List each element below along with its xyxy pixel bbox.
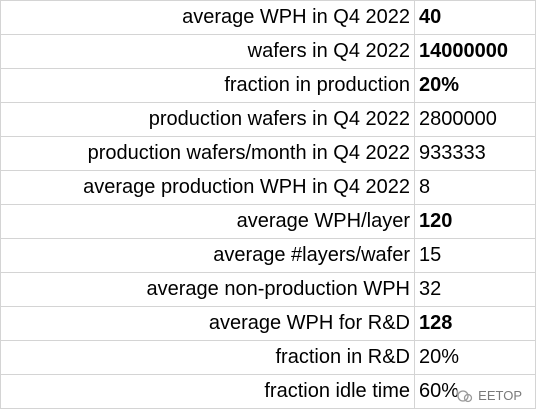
row-label: average #layers/wafer	[0, 238, 415, 273]
row-value: 15	[414, 238, 536, 273]
table-row: average WPH for R&D 128	[0, 306, 536, 341]
table-row: average #layers/wafer 15	[0, 238, 536, 273]
row-label: average WPH in Q4 2022	[0, 0, 415, 35]
row-value: 40	[414, 0, 536, 35]
table-row: wafers in Q4 2022 14000000	[0, 34, 536, 69]
table-row: fraction idle time 60%	[0, 374, 536, 409]
row-label: fraction in production	[0, 68, 415, 103]
row-value: 128	[414, 306, 536, 341]
row-value: 20%	[414, 340, 536, 375]
table-row: average WPH in Q4 2022 40	[0, 0, 536, 35]
row-label: production wafers in Q4 2022	[0, 102, 415, 137]
table-row: average production WPH in Q4 2022 8	[0, 170, 536, 205]
row-value: 20%	[414, 68, 536, 103]
table-row: fraction in production 20%	[0, 68, 536, 103]
row-label: production wafers/month in Q4 2022	[0, 136, 415, 171]
watermark-text: EETOP	[478, 388, 522, 403]
table-row: production wafers/month in Q4 2022 933333	[0, 136, 536, 171]
row-label: wafers in Q4 2022	[0, 34, 415, 69]
row-label: average WPH for R&D	[0, 306, 415, 341]
row-value: 8	[414, 170, 536, 205]
row-label: average WPH/layer	[0, 204, 415, 239]
row-value: 2800000	[414, 102, 536, 137]
table-row: average non-production WPH 32	[0, 272, 536, 307]
row-label: fraction in R&D	[0, 340, 415, 375]
row-value: 120	[414, 204, 536, 239]
table-row: average WPH/layer 120	[0, 204, 536, 239]
table-row: fraction in R&D 20%	[0, 340, 536, 375]
watermark-icon	[457, 389, 473, 402]
row-label: fraction idle time	[0, 374, 415, 409]
watermark: EETOP	[457, 388, 522, 403]
row-value: 933333	[414, 136, 536, 171]
row-value: 32	[414, 272, 536, 307]
row-label: average non-production WPH	[0, 272, 415, 307]
row-value: 14000000	[414, 34, 536, 69]
table-row: production wafers in Q4 2022 2800000	[0, 102, 536, 137]
row-label: average production WPH in Q4 2022	[0, 170, 415, 205]
